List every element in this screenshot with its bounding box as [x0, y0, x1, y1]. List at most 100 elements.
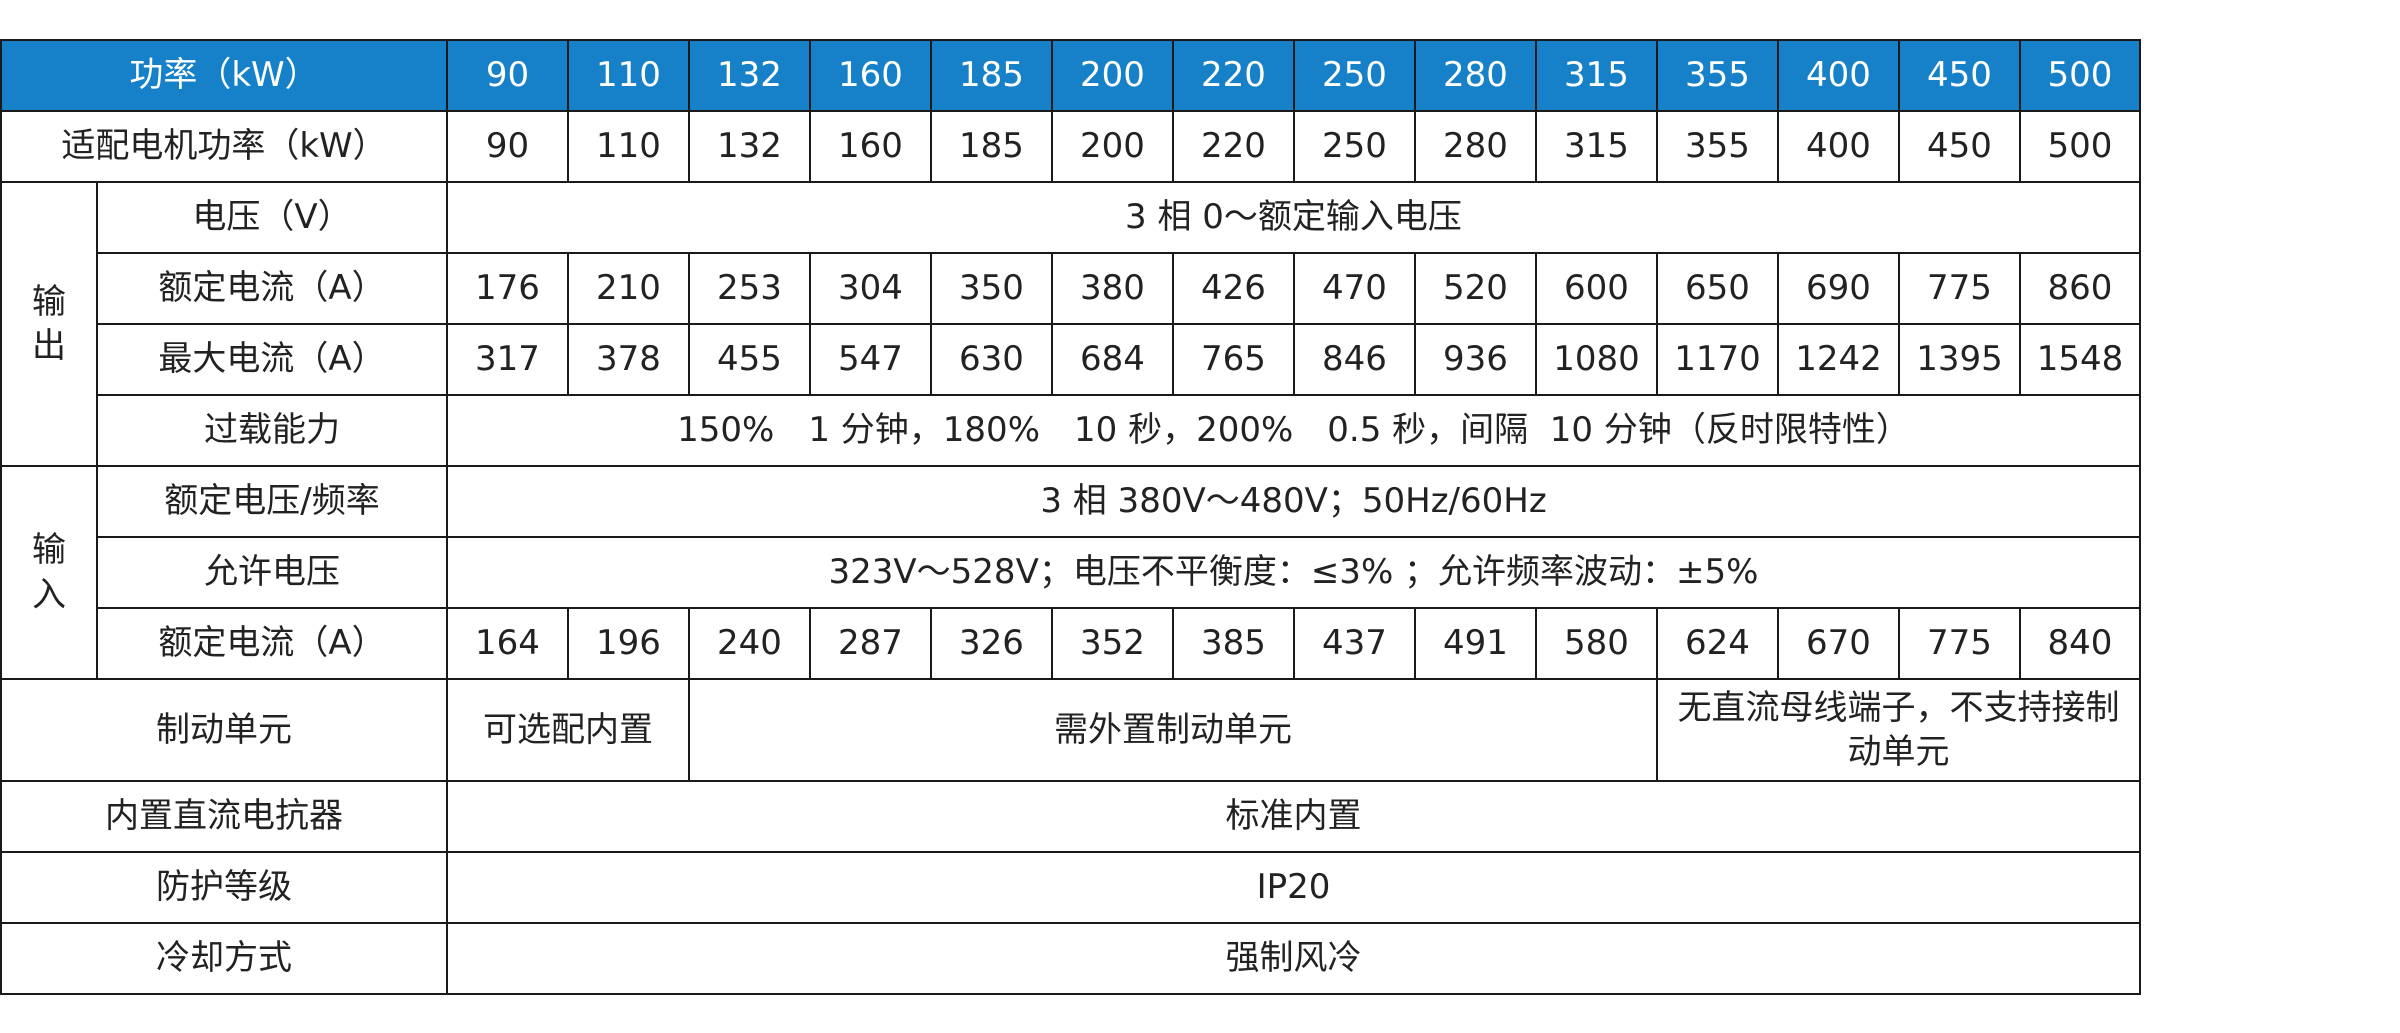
input-rated-current-value: 196: [567, 607, 690, 680]
output-rated-current-value: 380: [1051, 252, 1174, 325]
output-max-current-value: 455: [688, 323, 811, 396]
header-value: 500: [2019, 39, 2141, 112]
output-max-current-value: 684: [1051, 323, 1174, 396]
output-max-current-value: 378: [567, 323, 690, 396]
header-value: 132: [688, 39, 811, 112]
header-value: 450: [1898, 39, 2021, 112]
output-rated-current-value: 176: [446, 252, 569, 325]
input-allowed-voltage-value: 323V～528V；电压不平衡度：≤3% ；允许频率波动：±5%: [446, 536, 2141, 609]
motor-power-label: 适配电机功率（kW）: [0, 110, 448, 183]
header-value: 90: [446, 39, 569, 112]
cooling-label: 冷却方式: [0, 922, 448, 995]
motor-power-value: 110: [567, 110, 690, 183]
header-value: 315: [1535, 39, 1658, 112]
input-rated-current-value: 491: [1414, 607, 1537, 680]
output-rated-current-label: 额定电流（A）: [96, 252, 448, 325]
output-max-current-value: 630: [930, 323, 1053, 396]
braking-none: 无直流母线端子，不支持接制动单元: [1656, 678, 2141, 782]
output-max-current-value: 1080: [1535, 323, 1658, 396]
output-rated-current-value: 650: [1656, 252, 1779, 325]
output-rated-current-value: 520: [1414, 252, 1537, 325]
header-value: 280: [1414, 39, 1537, 112]
motor-power-value: 90: [446, 110, 569, 183]
input-rated-voltage-row: 输入 额定电压/频率 3 相 380V～480V；50Hz/60Hz: [0, 465, 2141, 680]
output-overload-value: 150% 1 分钟，180% 10 秒，200% 0.5 秒，间隔 10 分钟（…: [446, 394, 2141, 467]
header-value: 220: [1172, 39, 1295, 112]
header-value: 200: [1051, 39, 1174, 112]
output-rated-current-value: 690: [1777, 252, 1900, 325]
output-max-current-value: 1242: [1777, 323, 1900, 396]
input-rated-current-value: 670: [1777, 607, 1900, 680]
input-rated-current-value: 287: [809, 607, 932, 680]
header-value: 185: [930, 39, 1053, 112]
protection-label: 防护等级: [0, 851, 448, 924]
spec-table: 功率（kW） 90 110 132 160 185 200 220 250 28…: [0, 39, 2141, 995]
input-rated-current-value: 385: [1172, 607, 1295, 680]
output-max-current-value: 1548: [2019, 323, 2141, 396]
braking-optional: 可选配内置: [446, 678, 690, 782]
motor-power-value: 250: [1293, 110, 1416, 183]
motor-power-value: 450: [1898, 110, 2021, 183]
output-rated-current-value: 775: [1898, 252, 2021, 325]
output-max-current-value: 1395: [1898, 323, 2021, 396]
cooling-row: 冷却方式 强制风冷: [0, 922, 2141, 995]
output-rated-current-value: 600: [1535, 252, 1658, 325]
output-rated-current-row: 额定电流（A） 176 210 253 304 350 380 426 470 …: [1, 252, 2141, 325]
header-label: 功率（kW）: [0, 39, 448, 112]
output-rated-current-value: 470: [1293, 252, 1416, 325]
input-group-text: 输入: [32, 530, 66, 615]
output-voltage-row: 输出 电压（V） 3 相 0～额定输入电压: [0, 181, 2141, 467]
header-value: 160: [809, 39, 932, 112]
input-rated-current-value: 624: [1656, 607, 1779, 680]
protection-value: IP20: [446, 851, 2141, 924]
input-rated-current-value: 840: [2019, 607, 2141, 680]
output-max-current-value: 846: [1293, 323, 1416, 396]
header-value: 110: [567, 39, 690, 112]
header-value: 355: [1656, 39, 1779, 112]
output-rated-current-value: 426: [1172, 252, 1295, 325]
output-group-label: 输出: [0, 181, 98, 467]
input-rated-voltage-label: 额定电压/频率: [96, 465, 448, 538]
motor-power-value: 400: [1777, 110, 1900, 183]
dc-reactor-row: 内置直流电抗器 标准内置: [0, 780, 2141, 853]
input-rated-current-value: 437: [1293, 607, 1416, 680]
braking-external: 需外置制动单元: [688, 678, 1658, 782]
output-max-current-row: 最大电流（A） 317 378 455 547 630 684 765 846 …: [1, 323, 2141, 396]
motor-power-value: 200: [1051, 110, 1174, 183]
output-rated-current-value: 253: [688, 252, 811, 325]
input-rated-current-row: 额定电流（A） 164 196 240 287 326 352 385 437 …: [1, 607, 2141, 680]
output-rated-current-value: 860: [2019, 252, 2141, 325]
braking-label: 制动单元: [0, 678, 448, 782]
output-max-current-value: 765: [1172, 323, 1295, 396]
motor-power-value: 185: [930, 110, 1053, 183]
input-rated-current-value: 326: [930, 607, 1053, 680]
output-max-current-label: 最大电流（A）: [96, 323, 448, 396]
input-group-label: 输入: [0, 465, 98, 680]
motor-power-value: 132: [688, 110, 811, 183]
header-row: 功率（kW） 90 110 132 160 185 200 220 250 28…: [0, 39, 2141, 112]
output-rated-current-value: 304: [809, 252, 932, 325]
output-voltage-value: 3 相 0～额定输入电压: [446, 181, 2141, 254]
output-voltage-label: 电压（V）: [96, 181, 448, 254]
motor-power-value: 220: [1172, 110, 1295, 183]
motor-power-value: 160: [809, 110, 932, 183]
input-allowed-voltage-label: 允许电压: [96, 536, 448, 609]
input-rated-current-value: 775: [1898, 607, 2021, 680]
protection-row: 防护等级 IP20: [0, 851, 2141, 924]
motor-power-value: 355: [1656, 110, 1779, 183]
output-max-current-value: 317: [446, 323, 569, 396]
output-overload-row: 过载能力 150% 1 分钟，180% 10 秒，200% 0.5 秒，间隔 1…: [1, 394, 2141, 467]
output-group-text: 输出: [32, 281, 66, 366]
output-rated-current-value: 350: [930, 252, 1053, 325]
input-rated-current-value: 240: [688, 607, 811, 680]
output-max-current-value: 936: [1414, 323, 1537, 396]
input-allowed-voltage-row: 允许电压 323V～528V；电压不平衡度：≤3% ；允许频率波动：±5%: [1, 536, 2141, 609]
input-rated-current-value: 352: [1051, 607, 1174, 680]
dc-reactor-value: 标准内置: [446, 780, 2141, 853]
input-rated-current-value: 164: [446, 607, 569, 680]
output-rated-current-value: 210: [567, 252, 690, 325]
dc-reactor-label: 内置直流电抗器: [0, 780, 448, 853]
braking-row: 制动单元 可选配内置 需外置制动单元 无直流母线端子，不支持接制动单元: [0, 678, 2141, 782]
output-overload-label: 过载能力: [96, 394, 448, 467]
